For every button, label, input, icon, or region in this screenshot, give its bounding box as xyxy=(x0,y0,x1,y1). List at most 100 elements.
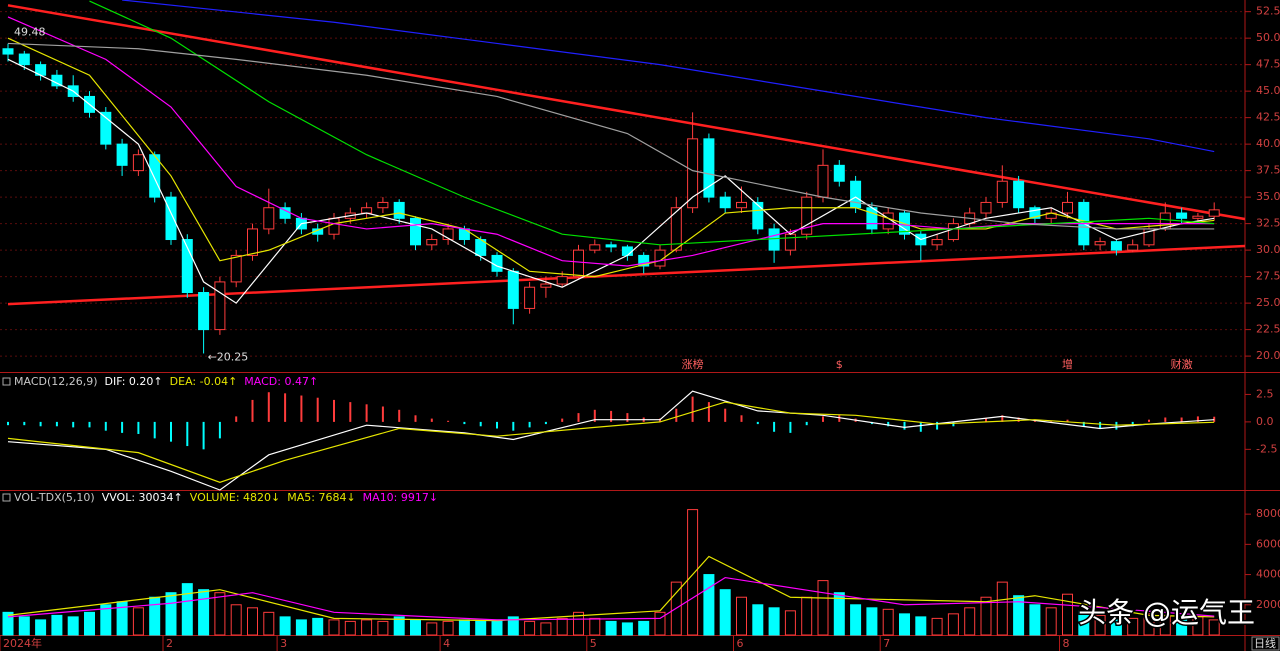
volume-bar xyxy=(491,619,503,636)
volume-bar xyxy=(100,604,112,636)
volume-bar xyxy=(784,610,796,636)
candle-body xyxy=(263,207,275,230)
candle-body xyxy=(524,286,536,309)
indicator-line xyxy=(7,37,1215,278)
x-tick-label: 8 xyxy=(1063,637,1070,650)
candle-body xyxy=(638,254,650,267)
volume-bar xyxy=(654,611,666,636)
volume-bar xyxy=(51,614,63,636)
candle-body xyxy=(1127,244,1139,251)
candle-body xyxy=(687,138,699,209)
period-box xyxy=(1251,636,1280,651)
y-tick-label: 2000 xyxy=(1256,598,1280,611)
candle-body xyxy=(703,138,715,198)
candle-body xyxy=(670,207,682,251)
candle-body xyxy=(654,249,666,267)
candle-body xyxy=(247,228,258,256)
indicator-header: DEA: -0.04↑ xyxy=(170,375,238,388)
volume-bar xyxy=(18,616,30,636)
x-tick-label: 3 xyxy=(280,637,287,650)
volume-bar xyxy=(67,616,79,636)
indicator-header: VOLUME: 4820↓ xyxy=(190,491,280,504)
volume-bar xyxy=(344,620,356,636)
candle-body xyxy=(980,201,992,214)
indicator-line xyxy=(7,576,1215,621)
volume-bar xyxy=(475,620,487,636)
y-tick-label: 0.0 xyxy=(1256,415,1274,428)
candle-body xyxy=(116,143,128,166)
volume-bar xyxy=(817,580,829,636)
volume-bar xyxy=(850,604,862,636)
y-tick-label: 27.5 xyxy=(1256,270,1280,283)
candle-body xyxy=(132,154,144,172)
y-tick-label: 37.5 xyxy=(1256,164,1280,177)
candle-body xyxy=(377,201,389,209)
volume-bar xyxy=(35,619,47,636)
indicator-header: VVOL: 30034↑ xyxy=(102,491,183,504)
event-tag: 增 xyxy=(1062,357,1073,371)
volume-bar xyxy=(833,592,845,636)
volume-bar xyxy=(719,589,731,636)
candle-body xyxy=(589,244,601,251)
candle-body xyxy=(1208,209,1220,217)
period-label: 日线 xyxy=(1254,636,1276,650)
price-plot xyxy=(2,0,1245,354)
volume-bar xyxy=(1078,610,1090,636)
indicator-header: DIF: 0.20↑ xyxy=(105,375,163,388)
volume-bar xyxy=(230,604,242,636)
candle-body xyxy=(149,154,161,198)
indicator-header: MACD(12,26,9) xyxy=(14,375,98,388)
candle-body xyxy=(817,164,829,198)
x-tick-label: 2024年 xyxy=(3,636,42,650)
event-tag: 财激 xyxy=(1171,357,1193,371)
volume-bar xyxy=(736,596,747,636)
candle-body xyxy=(947,223,959,241)
candle-body xyxy=(1192,215,1204,219)
candle-body xyxy=(1110,241,1122,251)
price-annotation: 49.48 xyxy=(14,26,46,39)
volume-bar xyxy=(1013,595,1025,636)
volume-bar xyxy=(84,611,95,636)
event-tag: 涨榜 xyxy=(682,357,704,371)
y-tick-label: 32.5 xyxy=(1256,217,1280,230)
x-tick-label: 5 xyxy=(590,637,597,650)
volume-bar xyxy=(279,616,291,636)
volume-bar xyxy=(312,617,324,636)
candle-body xyxy=(181,239,193,294)
candle-body xyxy=(100,111,112,145)
volume-bar xyxy=(801,596,813,636)
volume-bar xyxy=(458,619,470,636)
candle-body xyxy=(361,207,373,214)
volume-bar xyxy=(1127,617,1139,636)
y-tick-label: 42.5 xyxy=(1256,111,1280,124)
candle-body xyxy=(2,48,14,55)
volume-bar xyxy=(556,617,568,636)
indicator-line xyxy=(7,42,1215,230)
candle-body xyxy=(573,249,584,278)
candle-body xyxy=(312,228,324,235)
y-tick-label: 30.0 xyxy=(1256,243,1280,256)
candle-body xyxy=(328,217,340,235)
y-tick-label: 2.5 xyxy=(1256,387,1274,400)
volume-bar xyxy=(132,607,144,636)
volume-bar xyxy=(996,581,1008,636)
volume-bar xyxy=(1208,619,1220,636)
volume-bar xyxy=(507,616,519,636)
volume-bar xyxy=(980,596,992,636)
candle-body xyxy=(165,196,177,241)
volume-bar xyxy=(866,607,878,636)
volume-bar xyxy=(589,617,601,636)
candle-body xyxy=(931,239,943,246)
y-tick-label: 25.0 xyxy=(1256,296,1280,309)
volume-bar xyxy=(703,574,715,636)
volume-bar xyxy=(165,592,177,636)
candle-body xyxy=(507,270,519,309)
candle-body xyxy=(410,217,421,246)
volume-bar xyxy=(377,620,389,636)
indicator-header: VOL-TDX(5,10) xyxy=(14,491,95,504)
x-tick-label: 4 xyxy=(443,637,450,650)
candle-body xyxy=(866,207,878,230)
candle-body xyxy=(1094,241,1106,246)
candle-body xyxy=(768,228,780,251)
